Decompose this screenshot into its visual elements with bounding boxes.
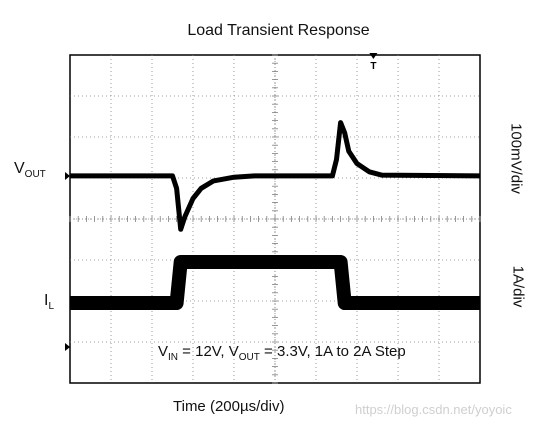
- il-scale-label: 1A/div: [509, 265, 527, 308]
- annot-eq2: = 3.3V, 1A to 2A Step: [259, 343, 406, 360]
- chart-title: Load Transient Response: [187, 22, 370, 39]
- x-axis-label: Time (200µs/div): [173, 398, 285, 415]
- trace-band-vout: [70, 120, 481, 232]
- vout-ground-marker: [65, 171, 70, 180]
- annot-vout-sub: OUT: [238, 352, 260, 363]
- annot-vin-main: V: [158, 343, 169, 360]
- channel-markers: T: [65, 53, 378, 351]
- vout-scale-label: 100mV/div: [507, 123, 525, 194]
- watermark: https://blog.csdn.net/yoyoic: [355, 402, 512, 417]
- il-ground-marker: [65, 343, 70, 351]
- annot-vin-sub: IN: [168, 352, 179, 363]
- vout-sub: OUT: [24, 169, 46, 180]
- trigger-arrow: [369, 53, 378, 59]
- test-conditions-annotation: VIN = 12V, VOUT = 3.3V, 1A to 2A Step: [158, 343, 406, 363]
- vout-channel-label: VOUT: [14, 160, 46, 180]
- traces: [70, 120, 481, 310]
- il-main: I: [44, 292, 49, 309]
- annot-vout-main: V: [228, 343, 239, 360]
- trace-band-il: [70, 255, 480, 310]
- annot-eq1: = 12V,: [178, 343, 229, 360]
- il-sub: L: [48, 301, 55, 312]
- il-channel-label: IL: [44, 292, 55, 312]
- trigger-label: T: [370, 61, 376, 72]
- vout-main: V: [14, 160, 25, 177]
